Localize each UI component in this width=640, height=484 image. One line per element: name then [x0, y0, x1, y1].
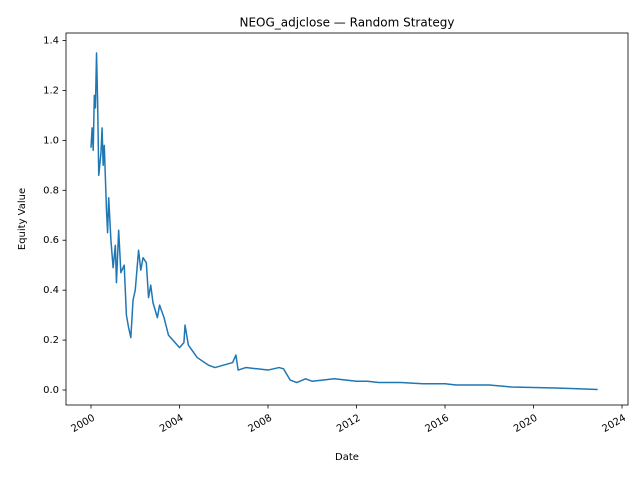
y-tick-label: 0.6 — [43, 235, 59, 246]
x-tick-label: 2008 — [246, 413, 274, 435]
x-tick-label: 2024 — [600, 413, 628, 435]
y-tick-label: 0.8 — [43, 185, 59, 196]
y-tick-label: 0.0 — [43, 385, 59, 396]
x-tick-label: 2016 — [423, 413, 451, 435]
y-tick-label: 0.4 — [43, 285, 59, 296]
x-tick-label: 2000 — [69, 413, 97, 435]
x-tick-label: 2020 — [512, 413, 540, 435]
y-tick-label: 1.2 — [43, 85, 59, 96]
y-tick-label: 1.0 — [43, 135, 59, 146]
x-tick-label: 2004 — [158, 413, 186, 435]
series-line — [90, 52, 598, 391]
y-tick-label: 1.4 — [43, 35, 59, 46]
y-tick-label: 0.2 — [43, 335, 59, 346]
chart-title: NEOG_adjclose — Random Strategy — [239, 16, 454, 30]
y-axis-label: Equity Value — [17, 188, 28, 250]
x-tick-label: 2012 — [335, 413, 363, 435]
x-axis-label: Date — [335, 452, 359, 463]
axes-frame — [65, 32, 629, 406]
